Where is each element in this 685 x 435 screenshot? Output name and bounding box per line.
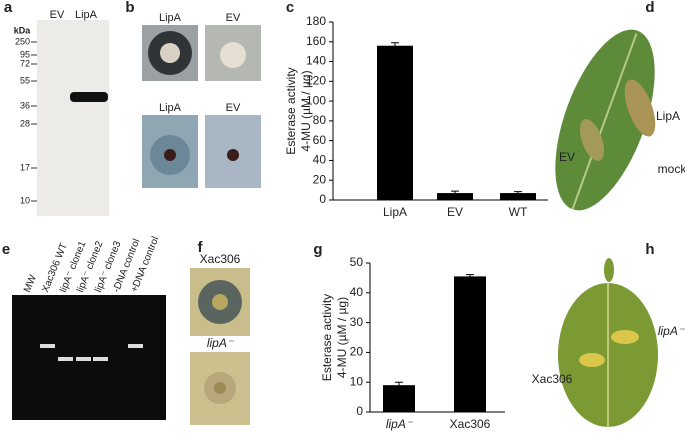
marker-label: 95: [20, 49, 30, 59]
x-tick-label: Xac306: [450, 417, 491, 431]
colony: [212, 294, 228, 310]
y-tick-label: 180: [306, 14, 326, 28]
leaf-tip: [604, 258, 614, 282]
plate-label: EV: [226, 12, 241, 24]
plate-label: LipA: [159, 102, 182, 114]
x-tick-label: WT: [509, 205, 528, 219]
y-axis-title: 4-MU (µM / µg): [299, 70, 313, 151]
gel-band: [40, 344, 55, 348]
y-tick-label: 30: [350, 315, 364, 329]
bar: [454, 276, 486, 412]
leaf-label: lipA⁻: [658, 324, 685, 338]
error-bar: [395, 381, 403, 389]
marker-label: 55: [20, 75, 30, 85]
y-tick-label: 20: [313, 172, 327, 186]
y-tick-label: 0: [356, 404, 363, 418]
y-tick-label: 140: [306, 54, 326, 68]
y-tick-label: 40: [313, 153, 327, 167]
error-bar: [466, 274, 474, 279]
panel-label: e: [2, 241, 10, 258]
bar: [437, 193, 473, 200]
leaf-label: EV: [559, 150, 575, 164]
unit-label: kDa: [14, 25, 32, 35]
lane-label: LipA: [75, 9, 98, 21]
y-tick-label: 120: [306, 74, 326, 88]
y-tick-label: 160: [306, 34, 326, 48]
leaf-label: mock: [658, 162, 685, 176]
lesion: [611, 330, 639, 344]
panel-label: g: [313, 241, 322, 258]
panel-label: c: [286, 0, 294, 16]
bar: [377, 45, 413, 200]
panel-label: d: [645, 0, 654, 16]
panel-label: b: [125, 0, 134, 16]
bar: [383, 385, 415, 412]
gel-band: [128, 344, 143, 348]
colony-label: Xac306: [200, 252, 241, 266]
y-tick-label: 80: [313, 113, 327, 127]
error-bar: [391, 42, 399, 49]
lane-label: EV: [50, 9, 65, 21]
marker-label: 17: [20, 162, 30, 172]
y-tick-label: 100: [306, 93, 326, 107]
blot-image: [37, 20, 109, 216]
bar: [500, 193, 536, 200]
gel-band: [76, 357, 91, 361]
marker-label: 28: [20, 118, 30, 128]
x-tick-label: EV: [447, 205, 463, 219]
colony: [227, 149, 239, 161]
y-tick-label: 40: [350, 285, 364, 299]
y-tick-label: 50: [350, 255, 364, 269]
colony: [214, 382, 226, 394]
y-tick-label: 0: [319, 192, 326, 206]
leaf-label: LipA: [656, 109, 680, 123]
marker-label: 72: [20, 58, 30, 68]
marker-label: 250: [15, 36, 30, 46]
marker-label: 10: [20, 195, 30, 205]
gel-lane-label: MW: [22, 273, 39, 294]
gel-band: [93, 357, 108, 361]
leaf-label: Xac306: [532, 372, 573, 386]
error-bar: [514, 191, 522, 195]
blot-band: [70, 92, 108, 102]
gel-band: [58, 357, 73, 361]
lesion: [624, 79, 656, 137]
x-tick-label: lipA⁻: [386, 417, 414, 431]
colony-label: lipA⁻: [207, 336, 235, 350]
colony: [160, 43, 180, 63]
y-tick-label: 20: [350, 345, 364, 359]
y-tick-label: 60: [313, 133, 327, 147]
marker-label: 36: [20, 100, 30, 110]
colony: [164, 149, 176, 161]
colony: [220, 42, 246, 68]
lesion: [579, 119, 605, 161]
plate-label: LipA: [159, 12, 182, 24]
x-tick-label: LipA: [383, 205, 407, 219]
y-axis-title: Esterase activity: [320, 294, 334, 381]
y-tick-label: 10: [350, 374, 364, 388]
lesion: [579, 353, 605, 367]
leaf-image: [555, 29, 655, 211]
panel-label: f: [198, 239, 204, 256]
y-axis-title: 4-MU (µM / µg): [335, 297, 349, 378]
plate-label: EV: [226, 102, 241, 114]
y-axis-title: Esterase activity: [284, 67, 298, 154]
panel-label: h: [645, 241, 654, 258]
panel-label: a: [4, 0, 13, 16]
error-bar: [451, 190, 459, 196]
